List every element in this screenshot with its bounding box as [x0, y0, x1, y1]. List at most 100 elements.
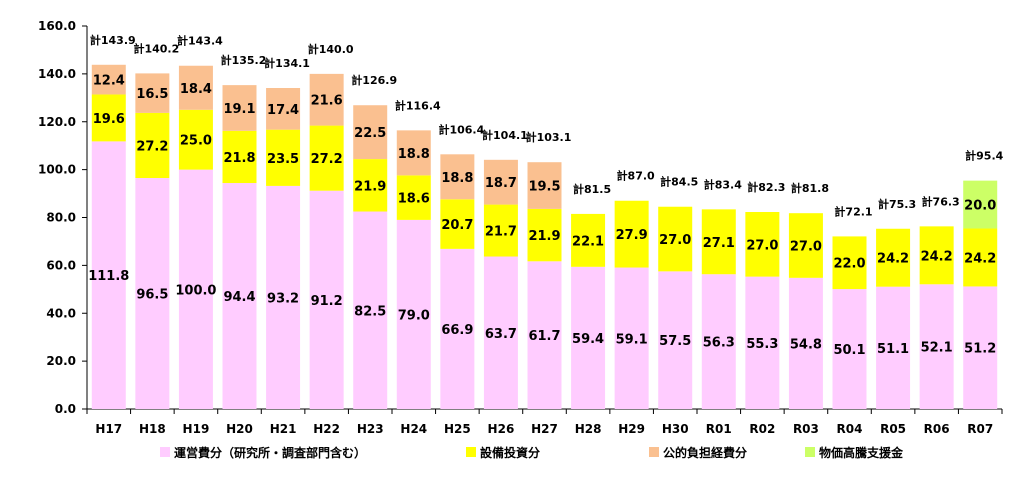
- y-tick-label: 80.0: [46, 211, 76, 225]
- bar-segment: [91, 94, 126, 142]
- bar-total-label: 計140.2: [133, 41, 179, 55]
- bar-value-label: 12.4: [93, 74, 125, 89]
- legend-swatch: [466, 447, 476, 457]
- bar-value-label: 51.1: [877, 342, 909, 357]
- x-tick-label: R02: [749, 422, 775, 436]
- bar-segment: [788, 277, 823, 409]
- bar-value-label: 24.2: [921, 249, 953, 264]
- bar-value-label: 111.8: [88, 269, 129, 284]
- x-tick-label: H29: [618, 422, 645, 436]
- x-tick-label: H26: [488, 422, 515, 436]
- x-tick-label: H30: [662, 422, 689, 436]
- bar-value-label: 18.8: [398, 147, 430, 162]
- bar-total-label: 計87.0: [617, 169, 655, 183]
- bar-value-label: 16.5: [136, 87, 168, 102]
- bar-segment: [483, 256, 518, 409]
- bar-value-label: 94.4: [223, 290, 255, 305]
- bar-value-label: 21.9: [354, 179, 386, 194]
- x-tick-label: H28: [575, 422, 602, 436]
- bar-segment: [876, 228, 911, 287]
- bar-value-label: 27.1: [703, 236, 735, 251]
- bar-segment: [701, 209, 736, 275]
- bar-total-label: 計143.4: [177, 34, 223, 48]
- legend-swatch: [805, 447, 815, 457]
- bar-segment: [963, 286, 998, 409]
- legend-entry: 設備投資分: [480, 445, 540, 460]
- chart-data-labels: 111.8 19.6 12.4 計143.9 96.5 27.2 16.5 計140.2 100…: [88, 33, 1003, 358]
- bar-segment: [963, 228, 998, 287]
- bar-value-label: 19.5: [528, 180, 560, 195]
- bar-segment: [396, 219, 431, 409]
- bar-value-label: 57.5: [659, 334, 691, 349]
- bar-total-label: 計106.4: [438, 122, 484, 136]
- chart-axes: 0.0 20.0 40.0 60.0 80.0 100.0 120.0 140.0 160.0 H…: [38, 19, 1003, 436]
- bar-value-label: 25.0: [180, 134, 212, 149]
- bar-segment: [353, 159, 388, 212]
- bar-segment: [788, 213, 823, 278]
- x-tick-label: R05: [880, 422, 906, 436]
- bar-segment: [571, 266, 606, 409]
- bar-value-label: 63.7: [485, 327, 517, 342]
- bar-segment: [396, 175, 431, 220]
- bar-segment: [876, 286, 911, 409]
- bar-segment: [222, 85, 257, 131]
- bar-value-label: 24.2: [964, 251, 996, 266]
- bar-value-label: 18.7: [485, 176, 517, 191]
- bar-value-label: 27.0: [790, 240, 822, 255]
- bar-value-label: 24.2: [877, 252, 909, 267]
- bar-total-label: 計116.4: [395, 98, 441, 112]
- bar-value-label: 27.2: [136, 139, 168, 154]
- bar-value-label: 55.3: [746, 337, 778, 352]
- bar-value-label: 20.7: [441, 218, 473, 233]
- bar-segment: [178, 65, 213, 110]
- bar-segment: [91, 141, 126, 409]
- bar-segment: [222, 183, 257, 409]
- bar-segment: [309, 73, 344, 126]
- bar-total-label: 計126.9: [351, 73, 397, 87]
- legend-swatch: [160, 447, 170, 457]
- bar-value-label: 19.1: [223, 102, 255, 117]
- x-tick-label: R06: [924, 422, 950, 436]
- bar-total-label: 計76.3: [922, 194, 960, 208]
- bar-value-label: 23.5: [267, 152, 299, 167]
- bar-total-label: 計143.9: [90, 33, 136, 47]
- x-tick-label: H25: [444, 422, 471, 436]
- bar-segment: [178, 169, 213, 409]
- bar-segment: [309, 125, 344, 191]
- legend-entry: 物価高騰支援金: [819, 445, 904, 460]
- bar-segment: [527, 162, 562, 209]
- bar-value-label: 66.9: [441, 323, 473, 338]
- bar-value-label: 50.1: [833, 343, 865, 358]
- bar-value-label: 21.6: [311, 94, 343, 109]
- y-tick-label: 140.0: [38, 67, 76, 81]
- bar-segment: [353, 105, 388, 160]
- bar-segment: [483, 204, 518, 257]
- bar-value-label: 21.9: [528, 229, 560, 244]
- bar-value-label: 96.5: [136, 288, 168, 303]
- bar-segment: [527, 208, 562, 262]
- bar-value-label: 79.0: [398, 308, 430, 323]
- bar-segment: [440, 199, 475, 249]
- legend-entry: 運営費分（研究所・調査部門含む）: [174, 445, 366, 460]
- bar-value-label: 21.7: [485, 225, 517, 240]
- bar-segment: [396, 130, 431, 176]
- bar-total-label: 計81.8: [791, 181, 829, 195]
- x-tick-label: R01: [706, 422, 732, 436]
- bar-segment: [658, 206, 693, 272]
- bar-value-label: 82.5: [354, 304, 386, 319]
- bar-segment: [135, 73, 170, 113]
- bar-segment: [919, 226, 954, 285]
- y-tick-label: 160.0: [38, 19, 76, 33]
- bar-value-label: 17.4: [267, 103, 299, 118]
- bar-segment: [614, 267, 649, 409]
- bar-value-label: 22.1: [572, 234, 604, 249]
- y-tick-label: 60.0: [46, 258, 76, 272]
- x-tick-label: H17: [95, 422, 122, 436]
- bar-segment: [483, 159, 518, 205]
- bar-value-label: 20.0: [964, 199, 996, 214]
- bar-value-label: 59.1: [616, 332, 648, 347]
- bar-value-label: 52.1: [921, 341, 953, 356]
- bar-segment: [135, 112, 170, 179]
- bar-total-label: 計72.1: [834, 204, 872, 218]
